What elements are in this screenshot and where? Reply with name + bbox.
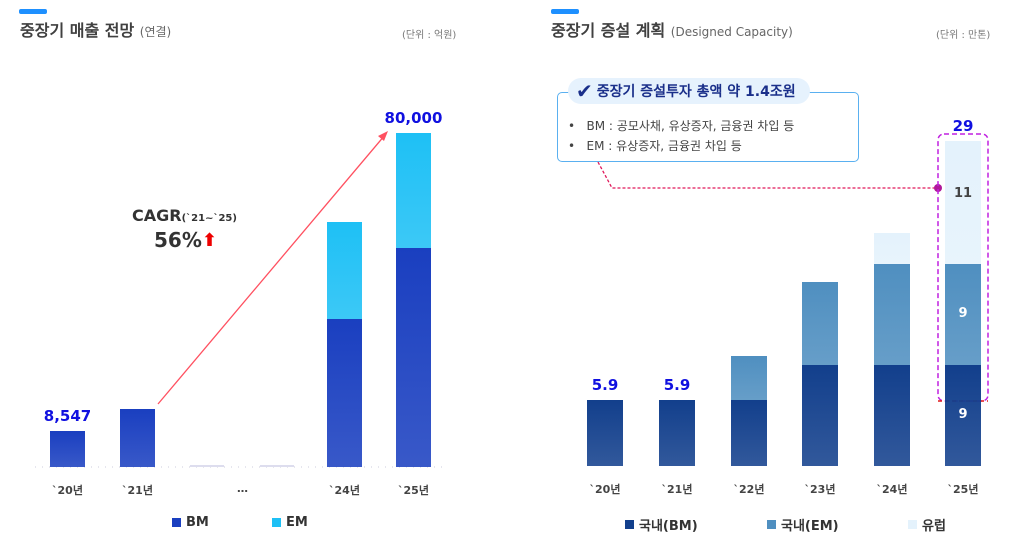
cagr-label: CAGR(`21~`25) <box>132 206 237 225</box>
bar-국내(EM) <box>802 282 838 366</box>
bar-BM <box>50 431 85 467</box>
placeholder-bar <box>260 465 294 467</box>
bar-국내(EM) <box>945 264 981 366</box>
bar-국내(BM) <box>659 399 695 466</box>
right-chart-unit: (단위 : 만톤) <box>936 30 991 41</box>
x-tick-label: `23년 <box>804 483 836 496</box>
data-label: 5.9 <box>663 375 691 394</box>
x-tick-label: `20년 <box>52 484 83 497</box>
bar-국내(BM) <box>945 365 981 466</box>
bar-BM <box>327 319 362 467</box>
legend-swatch <box>908 520 917 529</box>
x-tick-label: … <box>237 482 248 495</box>
growth-arrowhead <box>378 131 388 141</box>
bar-국내(BM) <box>874 365 910 466</box>
bar-국내(EM) <box>731 356 767 400</box>
data-label: 8,547 <box>43 407 92 426</box>
data-label: 29 <box>952 117 974 136</box>
x-tick-label: `24년 <box>876 483 908 496</box>
bar-국내(BM) <box>587 399 623 466</box>
bar-국내(EM) <box>874 264 910 366</box>
right-chart-title: 중장기 증설 계획 (Designed Capacity) <box>551 21 793 40</box>
bar-EM <box>327 221 362 320</box>
callout-heading: ✔ 중장기 증설투자 총액 약 1.4조원 <box>568 78 810 104</box>
bar-BM <box>120 408 155 467</box>
up-arrow-icon: ⬆ <box>201 229 217 251</box>
data-label: 5.9 <box>591 375 619 394</box>
legend-item: 국내(EM) <box>767 515 839 534</box>
callout-connector <box>597 161 938 189</box>
legend-swatch <box>625 520 634 529</box>
check-icon: ✔ <box>576 79 593 103</box>
bar-국내(BM) <box>802 365 838 466</box>
legend-swatch <box>767 520 776 529</box>
left-chart-unit: (단위 : 억원) <box>402 30 457 41</box>
legend-item: 국내(BM) <box>625 515 698 534</box>
x-tick-label: `21년 <box>122 484 153 497</box>
legend-swatch <box>272 518 281 527</box>
cagr-value: 56% ⬆ <box>154 228 217 252</box>
callout-bullet: • BM : 공모사채, 유상증자, 금융권 차입 등 <box>568 119 795 133</box>
title-accent <box>19 9 47 14</box>
segment-label: 9 <box>958 407 968 422</box>
bar-유럽 <box>945 141 981 265</box>
left-chart-title: 중장기 매출 전망 (연결) <box>20 21 172 40</box>
bar-BM <box>396 247 431 467</box>
x-tick-label: `25년 <box>398 484 429 497</box>
legend-swatch <box>172 518 181 527</box>
connector-dot <box>934 184 942 192</box>
bar-국내(BM) <box>731 399 767 466</box>
bar-EM <box>396 133 431 248</box>
callout-bullet: • EM : 유상증자, 금융권 차입 등 <box>568 139 742 153</box>
x-tick-label: `20년 <box>589 483 621 496</box>
segment-label: 9 <box>958 306 968 321</box>
title-accent <box>551 9 579 14</box>
x-tick-label: `25년 <box>947 483 979 496</box>
x-tick-label: `21년 <box>661 483 693 496</box>
data-label: 80,000 <box>384 109 443 127</box>
segment-label: 11 <box>953 186 973 201</box>
legend-item: BM <box>172 515 209 530</box>
x-tick-label: `22년 <box>733 483 765 496</box>
legend-item: EM <box>272 515 308 530</box>
placeholder-bar <box>190 465 224 467</box>
legend-item: 유럽 <box>908 515 946 534</box>
bar-유럽 <box>874 233 910 265</box>
growth-arrow <box>157 134 386 405</box>
x-tick-label: `24년 <box>329 484 360 497</box>
